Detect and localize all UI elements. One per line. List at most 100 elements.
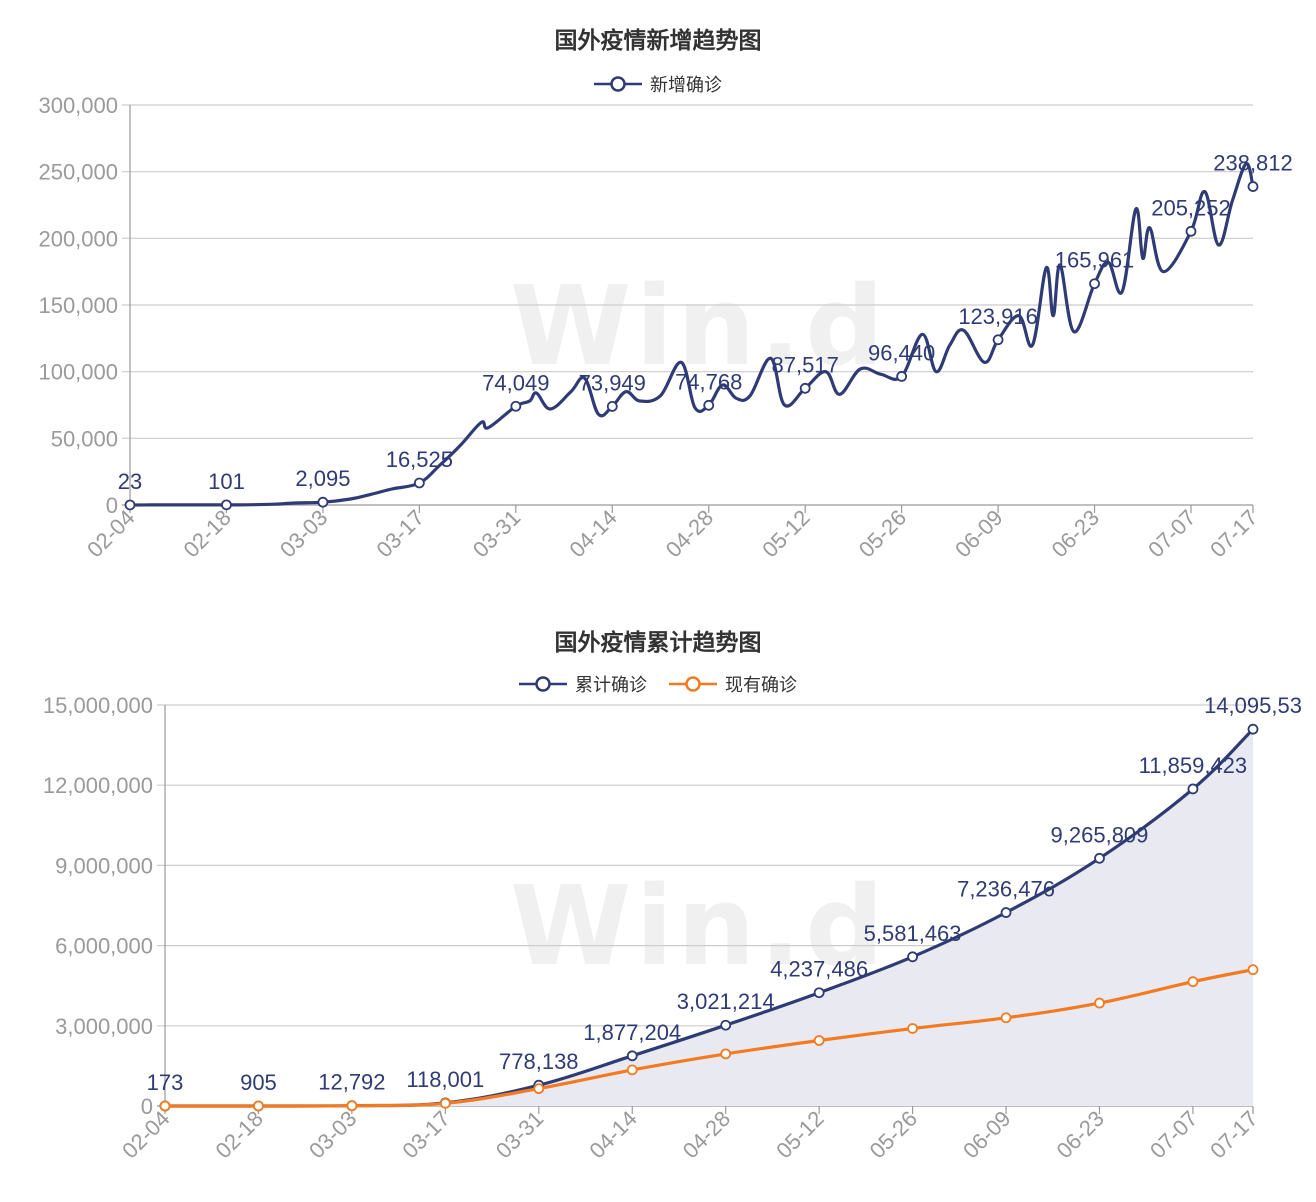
x-tick-label: 03-17 — [371, 505, 428, 562]
data-point — [992, 334, 1004, 346]
data-label: 16,525 — [386, 447, 453, 472]
data-label: 14,095,53 — [1204, 693, 1302, 718]
data-label: 4,237,486 — [770, 957, 868, 982]
y-tick-label: 9,000,000 — [55, 853, 153, 878]
data-label: 238,812 — [1213, 151, 1293, 176]
x-tick-label: 04-14 — [584, 1106, 641, 1163]
x-tick-label: 06-09 — [950, 505, 1007, 562]
legend-label: 现有确诊 — [725, 675, 797, 696]
x-tick-label: 07-17 — [1205, 505, 1262, 562]
top-chart-title: 国外疫情新增趋势图 — [554, 28, 762, 54]
data-point — [221, 499, 232, 511]
data-label: 101 — [208, 469, 245, 494]
x-tick-label: 05-26 — [865, 1106, 922, 1163]
x-tick-label: 04-28 — [678, 1106, 735, 1163]
data-label: 1,877,204 — [583, 1020, 681, 1045]
bottom-legend: 累计确诊 现有确诊 — [0, 671, 1316, 697]
x-tick-label: 03-31 — [468, 505, 525, 562]
data-label: 205,252 — [1151, 195, 1231, 220]
series-line — [129, 162, 1255, 507]
data-point — [1089, 278, 1100, 290]
data-point — [1247, 964, 1259, 976]
data-label: 74,768 — [675, 369, 742, 394]
data-label: 165,961 — [1055, 248, 1135, 273]
bottom-chart-title: 国外疫情累计趋势图 — [554, 630, 762, 656]
data-point — [1187, 976, 1199, 988]
data-point — [1094, 852, 1105, 864]
data-point — [799, 382, 811, 394]
y-tick-label: 150,000 — [38, 293, 118, 318]
data-point — [1185, 225, 1197, 237]
x-tick-label: 03-17 — [397, 1106, 454, 1163]
x-tick-label: 06-09 — [958, 1106, 1015, 1163]
data-point — [907, 951, 918, 963]
data-label: 73,949 — [579, 370, 646, 395]
x-tick-label: 05-12 — [771, 1106, 828, 1163]
legend-label: 新增确诊 — [650, 75, 722, 96]
data-point — [533, 1083, 545, 1095]
x-tick-label: 06-23 — [1052, 1106, 1109, 1163]
legend-line-marker-icon — [669, 676, 717, 692]
data-point — [346, 1100, 358, 1112]
data-point — [159, 1100, 171, 1112]
x-tick-label: 05-12 — [757, 505, 814, 562]
x-tick-label: 03-31 — [491, 1106, 548, 1163]
data-point — [1094, 997, 1105, 1009]
data-point — [720, 1019, 732, 1031]
watermark-top: Win.d — [510, 262, 888, 390]
data-point — [413, 477, 425, 489]
data-label: 2,095 — [295, 466, 350, 491]
x-tick-label: 02-18 — [211, 1106, 268, 1163]
data-label: 123,916 — [958, 304, 1038, 329]
data-point — [626, 1064, 638, 1076]
y-tick-label: 300,000 — [38, 93, 118, 118]
x-tick-label: 07-07 — [1143, 505, 1200, 562]
x-tick-label: 03-03 — [304, 1106, 361, 1163]
data-label: 118,001 — [406, 1067, 484, 1092]
x-tick-label: 06-23 — [1047, 505, 1104, 562]
data-point — [907, 1023, 918, 1034]
x-tick-label: 04-28 — [661, 505, 718, 562]
y-tick-label: 100,000 — [38, 360, 118, 385]
data-label: 778,138 — [499, 1049, 579, 1074]
data-point — [813, 1035, 825, 1046]
x-tick-label: 04-14 — [564, 505, 621, 562]
data-point — [703, 399, 715, 411]
data-label: 5,581,463 — [864, 921, 962, 946]
data-point — [1000, 1012, 1012, 1024]
y-tick-label: 0 — [106, 493, 118, 518]
data-label: 7,236,476 — [957, 877, 1055, 902]
legend-item-cumulative[interactable]: 累计确诊 — [519, 671, 647, 697]
data-point — [626, 1050, 638, 1062]
data-point — [720, 1048, 732, 1060]
legend-line-marker-icon — [594, 76, 642, 92]
x-tick-label: 07-07 — [1145, 1106, 1202, 1163]
data-point — [1187, 783, 1199, 795]
legend-item-new-confirmed[interactable]: 新增确诊 — [594, 71, 722, 97]
data-point — [317, 496, 329, 508]
data-point — [1247, 723, 1259, 735]
watermark-bottom: Win.d — [510, 862, 888, 990]
top-chart-plot: 0 50,000 100,000 150,000 200,000 250,000 300,0… — [38, 93, 1292, 562]
y-tick-label: 50,000 — [51, 426, 118, 451]
bottom-chart-plot: 0 3,000,000 6,000,000 9,000,000 12,000,000 15… — [43, 693, 1302, 1163]
data-label: 905 — [240, 1070, 277, 1095]
data-point — [813, 987, 825, 999]
legend-item-active[interactable]: 现有确诊 — [669, 671, 797, 697]
data-label: 173 — [147, 1070, 184, 1095]
data-point — [1000, 907, 1012, 918]
data-point — [606, 401, 618, 412]
data-point — [510, 400, 522, 412]
data-label: 11,859,423 — [1139, 753, 1247, 778]
data-label: 74,049 — [482, 370, 549, 395]
legend-line-marker-icon — [519, 676, 567, 692]
y-tick-label: 6,000,000 — [55, 934, 153, 959]
data-label: 23 — [118, 469, 142, 494]
data-point — [439, 1097, 451, 1109]
x-tick-label: 07-17 — [1205, 1106, 1262, 1163]
data-label: 9,265,809 — [1051, 822, 1149, 847]
top-legend: 新增确诊 — [0, 71, 1316, 97]
data-point — [253, 1100, 264, 1112]
data-label: 3,021,214 — [677, 989, 775, 1014]
